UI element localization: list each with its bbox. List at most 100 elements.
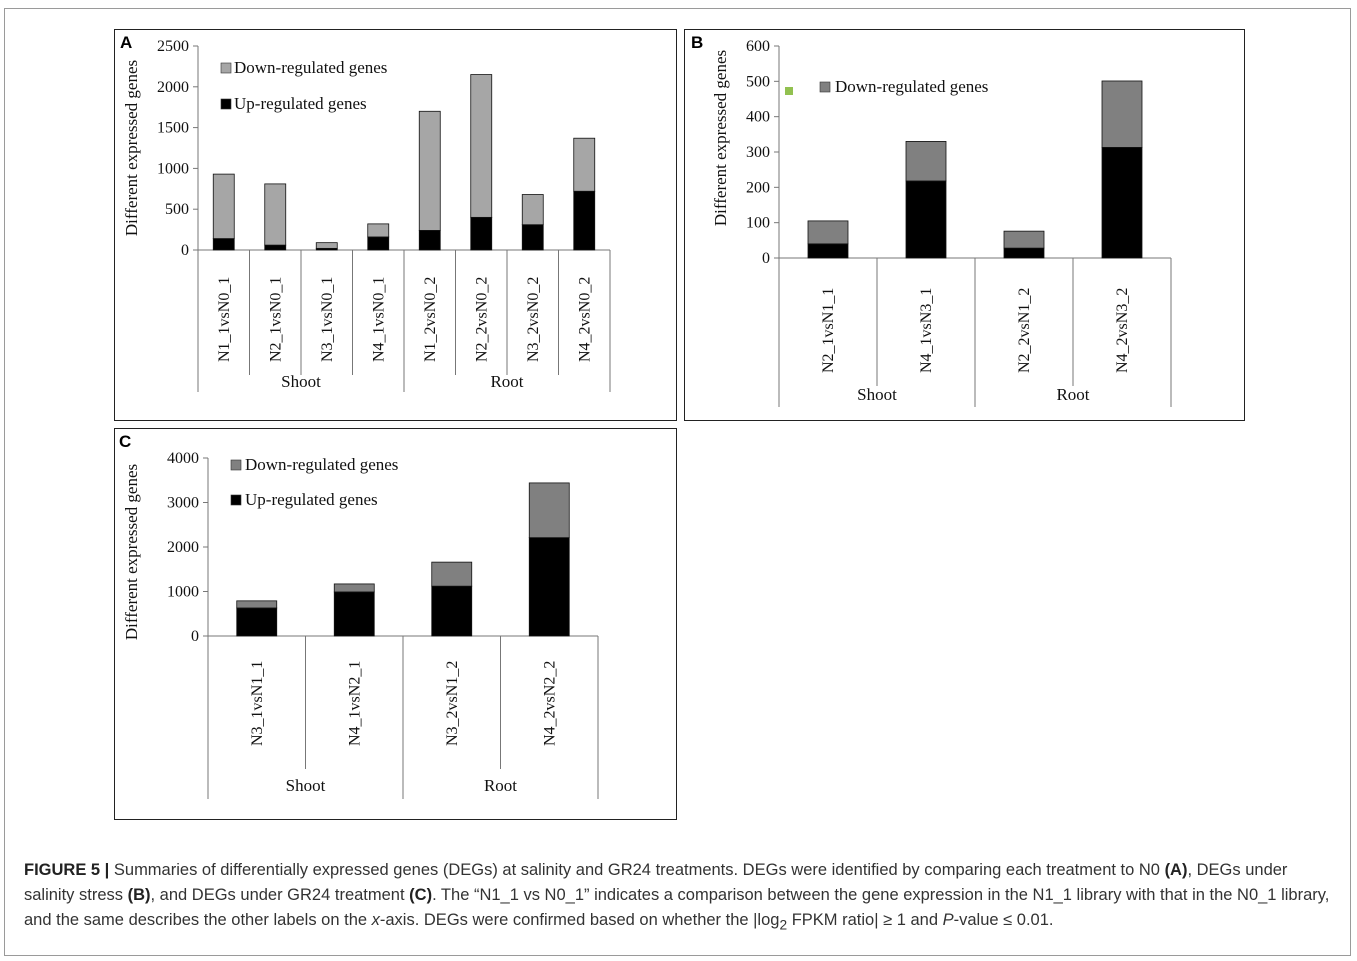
bar-series0-b	[807, 243, 849, 259]
bar-up-regulated-c	[528, 537, 570, 637]
y-tick-label-a: 1500	[157, 120, 189, 137]
y-tick-label-c: 3000	[167, 495, 199, 512]
panel-letter-b: B	[691, 33, 703, 52]
legend-swatch-b	[819, 81, 831, 93]
y-tick-label-b: 300	[746, 144, 770, 161]
caption-xaxis: x	[371, 911, 380, 929]
bar-down-regulated-b	[1101, 80, 1143, 148]
panel-a: A 0 500 1000 1500 2000 2500 Different expressed…	[114, 29, 677, 421]
group-label-a: Root	[490, 372, 523, 391]
caption-subscript: 2	[779, 917, 788, 933]
y-tick-label-c: 2000	[167, 539, 199, 556]
chart-c-svg: C 0 1000 2000 3000 4000 Different expressed ge…	[119, 432, 599, 799]
panel-b: B 0 100 200 300 400 500 600 Different expressed …	[684, 29, 1245, 421]
y-tick-label-a: 2500	[157, 38, 189, 55]
y-tick-label-b: 200	[746, 179, 770, 196]
legend-marker-green-b	[785, 87, 793, 95]
bar-down-regulated-a	[521, 194, 544, 226]
bar-up-regulated-a	[521, 224, 544, 251]
bar-down-regulated-b	[905, 141, 947, 182]
y-tick-label-a: 2000	[157, 79, 189, 96]
bar-up-regulated-c	[431, 585, 473, 637]
legend-text-a: Down-regulated genes	[234, 58, 387, 77]
y-tick-label-b: 0	[762, 250, 770, 267]
category-label-b: N4_1vsN3_1	[918, 288, 935, 373]
category-label-a: N1_2vsN0_2	[422, 277, 439, 362]
group-label-b: Root	[1056, 385, 1089, 404]
category-label-a: N2_2vsN0_2	[473, 277, 490, 362]
bar-series0-b	[1101, 147, 1143, 259]
category-label-b: N2_1vsN1_1	[820, 288, 837, 373]
category-label-c: N3_1vsN1_1	[249, 661, 266, 746]
category-label-b: N4_2vsN3_2	[1114, 288, 1131, 373]
caption-text-5: -axis. DEGs were confirmed based on whet…	[379, 911, 780, 929]
bar-down-regulated-a	[367, 223, 390, 238]
caption-text-4: . The “N1_1 vs N0_1” indicates a compari…	[24, 886, 1330, 929]
group-label-c: Shoot	[286, 776, 326, 795]
caption-text-6: FPKM ratio| ≥ 1 and	[787, 911, 943, 929]
category-label-a: N4_2vsN0_2	[576, 277, 593, 362]
legend-text-c: Up-regulated genes	[245, 490, 378, 509]
category-label-a: N3_2vsN0_2	[525, 277, 542, 362]
category-label-c: N4_2vsN2_2	[541, 661, 558, 746]
category-label-b: N2_2vsN1_2	[1016, 288, 1033, 373]
category-label-a: N4_1vsN0_1	[370, 277, 387, 362]
y-tick-label-a: 1000	[157, 160, 189, 177]
y-tick-label-c: 4000	[167, 450, 199, 467]
caption-ref-a: (A)	[1164, 861, 1188, 879]
bar-down-regulated-a	[212, 173, 235, 239]
caption-ref-b: (B)	[127, 886, 151, 904]
bar-series0-b	[905, 180, 947, 259]
bar-down-regulated-c	[236, 600, 278, 609]
bar-up-regulated-a	[573, 190, 596, 251]
y-tick-label-a: 0	[181, 242, 189, 259]
y-tick-label-b: 600	[746, 38, 770, 55]
bar-down-regulated-a	[418, 110, 441, 231]
figure-frame	[4, 8, 1351, 956]
bar-down-regulated-c	[528, 482, 570, 539]
y-tick-label-b: 100	[746, 215, 770, 232]
y-tick-label-a: 500	[165, 201, 189, 218]
bar-up-regulated-a	[264, 244, 287, 251]
caption-text-7: -value ≤ 0.01.	[953, 911, 1054, 929]
group-label-b: Shoot	[857, 385, 897, 404]
bar-up-regulated-a	[470, 216, 493, 251]
legend-swatch-a	[220, 62, 232, 74]
chart-b-svg: B 0 100 200 300 400 500 600 Different expressed …	[691, 33, 1172, 407]
legend-swatch-c	[230, 494, 242, 506]
category-label-a: N2_1vsN0_1	[267, 277, 284, 362]
bar-down-regulated-c	[431, 561, 473, 587]
chart-a-svg: A 0 500 1000 1500 2000 2500 Different expressed…	[120, 33, 611, 392]
bar-series0-b	[1003, 247, 1045, 259]
bar-up-regulated-a	[367, 236, 390, 251]
bar-down-regulated-a	[315, 242, 338, 249]
figure-caption: FIGURE 5 | Summaries of differentially e…	[24, 858, 1339, 937]
bar-down-regulated-a	[264, 183, 287, 246]
y-tick-label-c: 1000	[167, 584, 199, 601]
bar-down-regulated-c	[333, 583, 375, 593]
bar-up-regulated-a	[418, 230, 441, 251]
legend-text-a: Up-regulated genes	[234, 94, 367, 113]
legend-text-b: Down-regulated genes	[835, 77, 988, 96]
y-axis-title-c: Different expressed genes	[122, 464, 141, 640]
bar-down-regulated-b	[807, 220, 849, 245]
y-axis-title-a: Different expressed genes	[122, 60, 141, 236]
category-label-c: N4_1vsN2_1	[346, 661, 363, 746]
group-label-c: Root	[484, 776, 517, 795]
y-axis-title-b: Different expressed genes	[711, 50, 730, 226]
panel-letter-a: A	[120, 33, 132, 52]
panel-c: C 0 1000 2000 3000 4000 Different expressed ge…	[114, 428, 677, 820]
category-label-c: N3_2vsN1_2	[444, 661, 461, 746]
legend-swatch-c	[230, 459, 242, 471]
caption-label: FIGURE 5 |	[24, 861, 110, 879]
caption-text-3: , and DEGs under GR24 treatment	[150, 886, 410, 904]
y-tick-label-b: 400	[746, 109, 770, 126]
caption-text-1: Summaries of differentially expressed ge…	[109, 861, 1165, 879]
category-label-a: N1_1vsN0_1	[216, 277, 233, 362]
bar-down-regulated-a	[573, 137, 596, 192]
bar-down-regulated-a	[470, 74, 493, 218]
group-label-a: Shoot	[281, 372, 321, 391]
caption-text-2: , DEGs under salinity stress	[24, 861, 1288, 904]
caption-ref-c: (C)	[409, 886, 433, 904]
bar-up-regulated-c	[333, 591, 375, 637]
